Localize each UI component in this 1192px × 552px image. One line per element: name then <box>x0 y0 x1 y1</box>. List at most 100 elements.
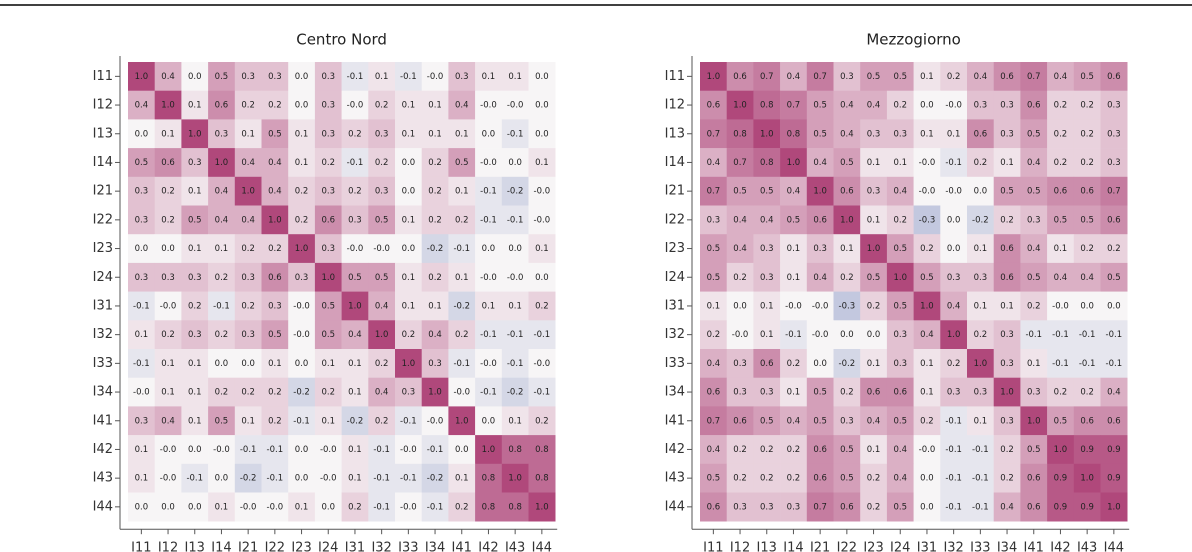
cell-label: 0.3 <box>188 330 202 340</box>
heatmap-cell <box>1073 349 1101 378</box>
heatmap-cell <box>806 492 834 522</box>
cell-label: -0.1 <box>507 359 524 369</box>
heatmap-cell <box>528 435 556 465</box>
heatmap-cell <box>1047 349 1075 378</box>
heatmap-cell <box>475 492 503 522</box>
heatmap-cell <box>448 291 476 321</box>
heatmap-cell <box>154 119 182 149</box>
cell-label: -0.1 <box>347 72 364 82</box>
heatmap-cell <box>448 119 476 149</box>
cell-label: -0.0 <box>373 244 390 254</box>
cell-label: -0.1 <box>972 502 989 512</box>
cell-label: 0.3 <box>321 244 335 254</box>
cell-label: 0.1 <box>760 330 774 340</box>
heatmap-cell <box>475 435 503 465</box>
cell-label: -0.1 <box>1106 330 1123 340</box>
heatmap-cell <box>368 119 396 149</box>
cell-label: 0.2 <box>1080 101 1094 111</box>
heatmap-cell <box>288 349 316 378</box>
heatmap-cell <box>806 205 834 235</box>
heatmap-cell <box>726 463 754 493</box>
y-tick-label: I33 <box>665 356 685 371</box>
heatmap-cell <box>1073 320 1101 350</box>
x-tick-label: I33 <box>970 541 990 552</box>
cell-label: 0.0 <box>135 244 149 254</box>
cell-label: 0.3 <box>947 388 961 398</box>
cell-label: 0.3 <box>268 72 282 82</box>
cell-label: 0.5 <box>760 416 774 426</box>
cell-label: 1.0 <box>1000 388 1014 398</box>
cell-label: 0.0 <box>974 187 988 197</box>
heatmap-cell <box>940 262 968 292</box>
cell-label: -0.1 <box>1106 359 1123 369</box>
cell-label: 0.2 <box>947 359 961 369</box>
cell-label: 0.2 <box>241 244 255 254</box>
heatmap-cell <box>501 262 529 292</box>
heatmap-cell <box>780 320 808 350</box>
cell-label: 0.2 <box>241 388 255 398</box>
cell-label: 0.5 <box>867 273 881 283</box>
heatmap-cell <box>833 205 861 235</box>
heatmap-cell <box>940 119 968 149</box>
x-tick-label: I23 <box>863 541 883 552</box>
cell-label: 0.2 <box>893 101 907 111</box>
cell-label: 1.0 <box>947 330 961 340</box>
cell-label: 0.3 <box>348 215 362 225</box>
cell-label: 0.4 <box>760 215 774 225</box>
heatmap-cell <box>940 435 968 465</box>
heatmap-cell <box>913 406 941 436</box>
cell-label: -0.1 <box>213 301 230 311</box>
cell-label: -0.0 <box>480 158 497 168</box>
cell-label: -0.1 <box>373 445 390 455</box>
heatmap-cell <box>395 435 422 465</box>
cell-label: -0.1 <box>785 330 802 340</box>
cell-label: 0.1 <box>455 273 469 283</box>
heatmap-cell <box>341 262 369 292</box>
heatmap-cell <box>261 119 289 149</box>
heatmap-cell <box>448 377 476 407</box>
y-tick-label: I21 <box>665 184 685 199</box>
heatmap-cell <box>700 205 727 235</box>
cell-label: 1.0 <box>1027 416 1041 426</box>
heatmap-cell <box>128 176 155 206</box>
cell-label: -0.2 <box>972 215 989 225</box>
cell-label: 0.7 <box>787 101 801 111</box>
cell-label: 0.2 <box>428 273 442 283</box>
heatmap-cell <box>261 349 289 378</box>
heatmap-cell <box>448 176 476 206</box>
cell-label: 0.8 <box>733 129 747 139</box>
heatmap-cell <box>181 176 209 206</box>
cell-label: 0.2 <box>1080 244 1094 254</box>
cell-label: 0.3 <box>893 359 907 369</box>
heatmap-cell <box>993 406 1021 436</box>
cell-label: -0.1 <box>267 445 284 455</box>
cell-label: 0.0 <box>535 101 549 111</box>
cell-label: -0.3 <box>919 215 936 225</box>
heatmap-cell <box>806 62 834 91</box>
heatmap-cell <box>421 377 449 407</box>
cell-label: 0.0 <box>295 101 309 111</box>
heatmap-cell <box>288 62 316 91</box>
cell-label: 0.5 <box>1027 129 1041 139</box>
cell-label: 0.4 <box>1054 72 1068 82</box>
heatmap-cell <box>1047 377 1075 407</box>
cell-label: 0.1 <box>455 187 469 197</box>
heatmap-cell <box>314 377 342 407</box>
heatmap-cell <box>806 119 834 149</box>
x-tick-label: I31 <box>917 541 937 552</box>
heatmap-cell <box>806 320 834 350</box>
cell-label: 0.6 <box>813 445 827 455</box>
cell-label: 0.3 <box>867 187 881 197</box>
cell-label: 0.1 <box>787 244 801 254</box>
heatmap-cell <box>860 320 888 350</box>
cell-label: 0.1 <box>508 301 522 311</box>
cell-label: 0.4 <box>1107 388 1121 398</box>
heatmap-cell <box>700 406 727 436</box>
cell-label: 0.3 <box>215 129 229 139</box>
heatmap-cell <box>700 377 727 407</box>
cell-label: -0.0 <box>267 502 284 512</box>
heatmap-cell <box>1073 463 1101 493</box>
heatmap-cell <box>1073 262 1101 292</box>
y-tick-label: I34 <box>93 385 113 400</box>
heatmap-cell <box>421 320 449 350</box>
